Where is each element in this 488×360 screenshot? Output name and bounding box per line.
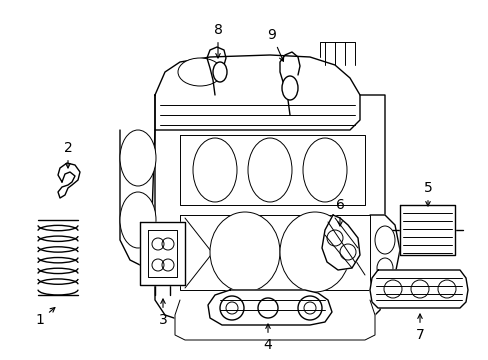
Ellipse shape (120, 130, 156, 186)
Ellipse shape (120, 192, 156, 248)
Polygon shape (155, 95, 384, 320)
Polygon shape (207, 290, 331, 325)
Polygon shape (369, 270, 467, 308)
Text: 6: 6 (335, 198, 344, 226)
Ellipse shape (193, 138, 237, 202)
Polygon shape (319, 42, 354, 65)
Text: 3: 3 (158, 299, 167, 327)
Polygon shape (399, 205, 454, 255)
Ellipse shape (280, 212, 349, 292)
Polygon shape (180, 215, 369, 290)
Ellipse shape (282, 76, 297, 100)
Ellipse shape (213, 62, 226, 82)
Polygon shape (58, 163, 80, 198)
Ellipse shape (209, 212, 280, 292)
Polygon shape (155, 55, 359, 130)
Text: 5: 5 (423, 181, 431, 206)
Ellipse shape (374, 226, 394, 254)
Polygon shape (140, 222, 184, 285)
Polygon shape (369, 215, 399, 290)
Polygon shape (321, 215, 359, 270)
Polygon shape (180, 135, 364, 205)
Ellipse shape (376, 258, 392, 278)
Text: 4: 4 (263, 324, 272, 352)
Text: 2: 2 (63, 141, 72, 168)
Polygon shape (120, 130, 155, 270)
Ellipse shape (303, 138, 346, 202)
Text: 8: 8 (213, 23, 222, 58)
Text: 9: 9 (267, 28, 283, 61)
Ellipse shape (247, 138, 291, 202)
Ellipse shape (178, 58, 222, 86)
Text: 7: 7 (415, 314, 424, 342)
Polygon shape (175, 300, 374, 340)
Text: 1: 1 (36, 307, 55, 327)
